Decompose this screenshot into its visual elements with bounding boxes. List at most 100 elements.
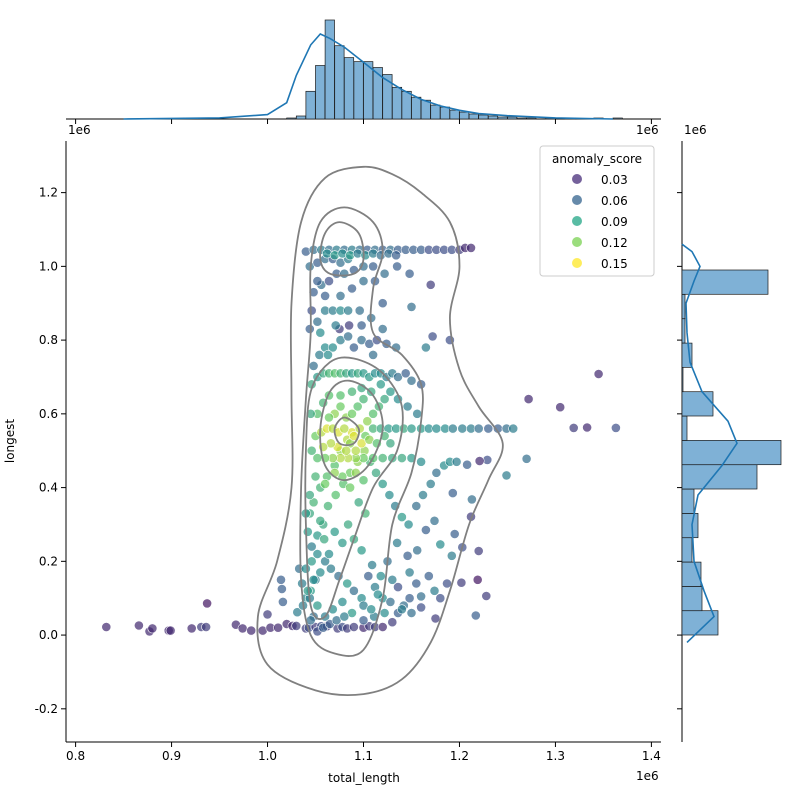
marginal-y-bar (681, 318, 686, 344)
scatter-point (385, 386, 396, 397)
marginal-x-bar (353, 61, 364, 120)
scatter-point (329, 526, 340, 537)
scatter-point (379, 394, 390, 404)
marginal-y-kde (681, 243, 738, 643)
marginal-x-bar (439, 106, 451, 120)
marginal-x-bar (449, 109, 460, 120)
scatter-point (431, 423, 442, 434)
scatter-point (304, 324, 315, 334)
scatter-point (412, 545, 423, 556)
scatter-point (582, 422, 592, 433)
scatter-point (371, 335, 382, 345)
scatter-point (521, 453, 532, 464)
scatter-point (568, 422, 579, 433)
scatter-point (291, 621, 302, 631)
scatter-point (449, 529, 460, 539)
scatter-point (393, 582, 403, 592)
marginal-x-bar (497, 116, 508, 120)
x-tick-label: 0.9 (162, 749, 181, 763)
kde-contour-line (256, 165, 504, 696)
scatter-point (186, 623, 197, 634)
scatter-point (366, 604, 377, 615)
scatter-point (367, 560, 377, 570)
scatter-point (343, 331, 353, 342)
marginal-x-bar (468, 113, 479, 120)
scatter-point (442, 578, 452, 589)
marginal-x-bar (526, 117, 537, 120)
scatter-point (403, 519, 414, 530)
scatter-point (396, 512, 407, 522)
scatter-point (358, 475, 369, 486)
scatter-point (358, 276, 369, 286)
scatter-point (312, 276, 323, 286)
scatter-point (368, 261, 378, 272)
scatter-point (277, 597, 288, 607)
legend-entry-label: 0.12 (601, 236, 628, 250)
scatter-point (508, 423, 519, 434)
scatter-point (350, 445, 361, 456)
scatter-point (320, 478, 330, 489)
scatter-point (312, 316, 323, 327)
legend-entry-label: 0.09 (601, 215, 628, 229)
marginal-x-histogram (66, 19, 661, 124)
legend-title: anomaly_score (552, 152, 642, 166)
scatter-point (308, 360, 319, 371)
scatter-point (473, 546, 484, 556)
scatter-point (472, 574, 483, 585)
marginal-x-bar (286, 117, 297, 120)
scatter-point (165, 625, 176, 636)
scatter-point (323, 349, 333, 360)
scatter-point (416, 602, 426, 613)
marginal-x-bar (411, 96, 422, 120)
scatter-point (101, 622, 112, 632)
scatter-point (300, 563, 311, 574)
scatter-point (435, 593, 446, 604)
scatter-point (347, 408, 357, 419)
marginal-y-bar (681, 269, 769, 295)
y-tick-label: 0.6 (39, 407, 58, 421)
scatter-point (402, 401, 413, 412)
scatter-point (406, 375, 417, 386)
scatter-point (420, 525, 431, 535)
legend-entry-label: 0.03 (601, 173, 628, 187)
scatter-point (347, 283, 357, 294)
scatter-point (306, 556, 317, 567)
scatter-point (447, 423, 458, 434)
scatter-point (354, 305, 365, 316)
scatter-point (427, 331, 438, 342)
scatter-point (327, 342, 338, 353)
scatter-point (385, 597, 396, 607)
scatter-point (423, 571, 434, 581)
marginal-x-bar (315, 65, 326, 120)
scatter-point (457, 423, 468, 434)
marginal-x-bar (478, 114, 489, 120)
marginal-y-bar (681, 294, 686, 320)
scatter-point (201, 622, 211, 632)
scatter-point (339, 611, 350, 622)
scatter-point (352, 401, 363, 412)
kde-contour-line (304, 356, 404, 620)
scatter-point (377, 622, 388, 632)
scatter-point (481, 591, 492, 601)
legend-marker (572, 216, 582, 226)
scatter-point (308, 574, 319, 585)
scatter-point (368, 349, 378, 360)
y-tick-label: 1.0 (39, 259, 58, 273)
legend-entry-label: 0.15 (601, 257, 628, 271)
scatter-point (377, 324, 388, 334)
scatter-point (392, 538, 402, 548)
scatter-point (416, 456, 426, 467)
scatter-point (387, 617, 398, 628)
scatter-point (304, 490, 315, 500)
marginal-y-bar (681, 513, 699, 539)
scatter-point (343, 305, 353, 316)
scatter-point (315, 567, 326, 578)
marginal-x-kde (123, 33, 614, 120)
legend-marker (572, 237, 582, 247)
scatter-point (473, 423, 484, 434)
marginal-x-bar (612, 117, 623, 120)
scatter-point (446, 550, 457, 561)
y-axis-label: longest (3, 419, 17, 464)
scatter-point (324, 549, 334, 559)
